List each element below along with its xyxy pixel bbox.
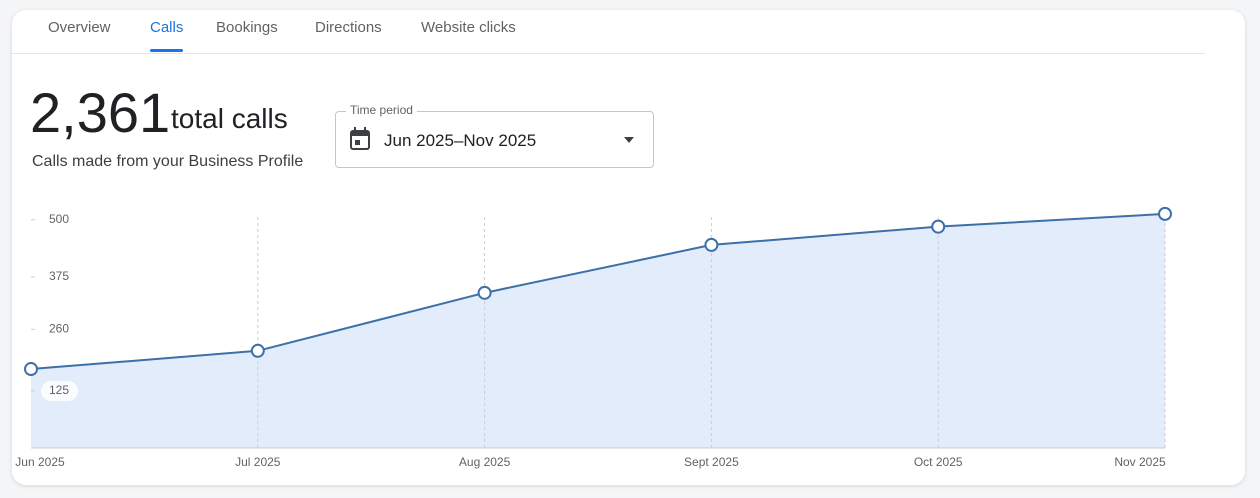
divider [12,53,1205,54]
dropdown-label: Time period [346,103,417,117]
tab[interactable]: Directions [315,19,382,36]
x-tick-label: Nov 2025 [1114,455,1166,469]
y-tick-bg [41,380,78,401]
x-tick-label: Oct 2025 [914,455,963,469]
y-tick-label: 375 [49,269,69,283]
x-tick-label: Sept 2025 [684,455,739,469]
data-point [1158,206,1172,221]
tab[interactable]: Calls [150,19,184,52]
tab[interactable]: Bookings [216,19,278,36]
data-point [704,237,719,252]
x-tick-label: Jul 2025 [235,455,281,469]
total-value: 2,361 [30,81,171,144]
tab[interactable]: Website clicks [421,19,516,36]
dropdown-caret[interactable] [624,137,634,143]
subtitle: Calls made from your Business Profile [32,153,304,170]
calendar-icon [350,127,370,150]
y-tick-bg [41,319,78,340]
y-tick-bg [41,266,78,287]
y-tick-label: 125 [49,383,69,397]
data-point [250,343,265,358]
y-tick-label: 500 [49,212,69,226]
x-tick-label: Aug 2025 [459,455,511,469]
dropdown-value[interactable]: Jun 2025–Nov 2025 [384,131,537,150]
data-point [931,219,946,234]
y-tick-bg [41,209,78,230]
data-point [24,362,38,377]
y-tick-label: 260 [49,322,69,336]
line [30,212,1166,371]
tab[interactable]: Overview [48,19,111,36]
area-fill [31,213,1165,448]
x-tick-label: Jun 2025 [15,455,65,469]
total-label: total calls [171,103,288,134]
data-point [477,285,492,300]
time-period-dropdown[interactable] [335,111,654,168]
